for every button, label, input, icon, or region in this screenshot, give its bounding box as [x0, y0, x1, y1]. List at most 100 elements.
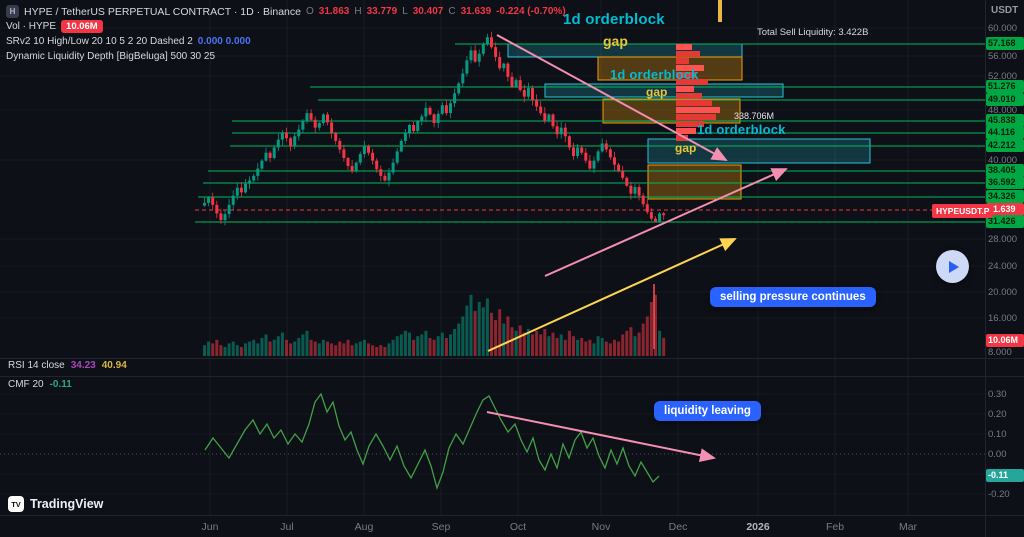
rsi-legend-row[interactable]: RSI 14 close 34.23 40.94: [8, 360, 127, 371]
price-axis-label[interactable]: 0.30: [988, 389, 1007, 400]
volume-bar: [641, 323, 645, 356]
gap-label[interactable]: gap: [675, 141, 697, 155]
cmf-legend-row[interactable]: CMF 20 -0.11: [8, 379, 72, 390]
price-axis-label[interactable]: 16.000: [988, 313, 1018, 324]
time-axis-label[interactable]: Sep: [431, 521, 451, 533]
volume-bar: [350, 345, 354, 356]
candle-body: [391, 162, 395, 173]
volume-bar: [637, 332, 641, 356]
volume-bar: [506, 316, 510, 356]
price-axis-label[interactable]: 52.000: [988, 71, 1018, 82]
time-axis-label[interactable]: Oct: [509, 521, 527, 533]
time-axis-label[interactable]: Jun: [201, 521, 219, 533]
price-axis-label[interactable]: 0.10: [988, 429, 1007, 440]
liquidity-bar: [676, 128, 696, 134]
volume-bar: [276, 336, 280, 356]
price-axis-label[interactable]: -0.20: [988, 489, 1010, 500]
time-axis-label[interactable]: Dec: [668, 521, 688, 533]
time-axis-label[interactable]: Feb: [825, 521, 845, 533]
volume-bar: [252, 339, 256, 356]
trend-arrow[interactable]: [487, 238, 737, 352]
orderblock-zone-3[interactable]: [647, 164, 742, 200]
axis-currency-label[interactable]: USDT: [991, 5, 1019, 16]
price-axis-level-badge[interactable]: -0.11: [986, 469, 1024, 482]
price-axis-label[interactable]: 24.000: [988, 261, 1018, 272]
orderblock-zone-1[interactable]: [597, 56, 743, 81]
price-axis-level-badge[interactable]: 44.116: [986, 126, 1024, 139]
symbol-legend-row[interactable]: H HYPE / TetherUS PERPETUAL CONTRACT · 1…: [6, 4, 566, 19]
price-axis-label[interactable]: 60.000: [988, 23, 1018, 34]
price-axis-level-badge[interactable]: 34.326: [986, 190, 1024, 203]
price-line-ticker-tag[interactable]: HYPEUSDT.P: [932, 204, 994, 218]
gap-label[interactable]: gap: [603, 33, 628, 49]
volume-bar: [432, 339, 436, 356]
time-axis-label[interactable]: Nov: [591, 521, 611, 533]
callout-liquidity-leaving[interactable]: liquidity leaving: [654, 401, 761, 421]
time-axis-label[interactable]: Aug: [354, 521, 374, 533]
ohlc-open-label: O: [305, 6, 314, 17]
volume-bar: [379, 345, 383, 356]
chart-legend: H HYPE / TetherUS PERPETUAL CONTRACT · 1…: [6, 4, 566, 64]
volume-bar: [420, 334, 424, 356]
price-axis-label[interactable]: 0.20: [988, 409, 1007, 420]
gap-label[interactable]: gap: [646, 85, 668, 99]
play-icon: [949, 260, 959, 273]
volume-value-badge: 10.06M: [61, 20, 103, 33]
volume-bar: [358, 341, 362, 356]
dld-legend-row[interactable]: Dynamic Liquidity Depth [BigBeluga] 500 …: [6, 49, 566, 64]
price-axis-level-badge[interactable]: 57.168: [986, 37, 1024, 50]
price-axis-level-badge[interactable]: 51.276: [986, 80, 1024, 93]
price-chart-canvas[interactable]: [0, 0, 985, 515]
price-axis-level-badge[interactable]: 38.405: [986, 164, 1024, 177]
ohlc-change: -0.224 (-0.70%): [496, 6, 566, 17]
volume-bar: [580, 338, 584, 356]
time-axis-label[interactable]: Mar: [898, 521, 918, 533]
price-axis-alert-badge[interactable]: 10.06M: [986, 334, 1024, 347]
price-axis-alert-badge[interactable]: 31.639: [986, 203, 1024, 216]
candle-body: [354, 162, 358, 172]
price-axis-label[interactable]: 0.00: [988, 449, 1007, 460]
volume-bar: [293, 341, 297, 356]
pane-separator[interactable]: [0, 358, 1024, 359]
gap-zone-3[interactable]: [647, 138, 871, 164]
tradingview-logo[interactable]: TV TradingView: [8, 496, 103, 512]
candle-body: [481, 43, 485, 54]
symbol-title[interactable]: HYPE / TetherUS PERPETUAL CONTRACT · 1D …: [24, 5, 301, 18]
time-axis-label[interactable]: Jul: [280, 521, 294, 533]
price-axis-label[interactable]: 48.000: [988, 105, 1018, 116]
price-axis-level-badge[interactable]: 45.838: [986, 114, 1024, 127]
volume-bar: [502, 323, 506, 356]
srv2-legend-row[interactable]: SRv2 10 High/Low 20 10 5 2 20 Dashed 2 0…: [6, 34, 566, 49]
price-axis-label[interactable]: 40.000: [988, 155, 1018, 166]
pane-separator[interactable]: [0, 376, 1024, 377]
price-axis-label[interactable]: 8.000: [988, 347, 1012, 358]
cmf-line: [204, 392, 660, 491]
orderblock-label[interactable]: 1d orderblock: [697, 122, 786, 137]
orderblock-label[interactable]: 1d orderblock: [610, 67, 699, 82]
trend-arrow[interactable]: [544, 168, 788, 277]
candle-body: [289, 138, 293, 147]
time-axis-label[interactable]: 2026: [746, 521, 770, 533]
volume-bar: [203, 345, 206, 356]
ohlc-close-label: C: [448, 6, 456, 17]
volume-bar: [244, 343, 247, 356]
trend-arrow[interactable]: [496, 34, 728, 161]
volume-bar: [428, 338, 432, 356]
candle-body: [436, 113, 440, 124]
play-button[interactable]: [936, 250, 969, 283]
candle-body: [432, 114, 436, 124]
volume-legend-row[interactable]: Vol · HYPE 10.06M: [6, 19, 566, 34]
price-axis-label[interactable]: 28.000: [988, 234, 1018, 245]
price-axis-label[interactable]: 20.000: [988, 287, 1018, 298]
trend-arrow[interactable]: [486, 411, 716, 463]
price-axis-level-badge[interactable]: 49.010: [986, 93, 1024, 106]
candle-body: [572, 147, 575, 157]
liquidity-bar: [676, 121, 704, 127]
callout-selling-pressure[interactable]: selling pressure continues: [710, 287, 876, 307]
volume-bar: [367, 343, 370, 356]
price-axis-level-badge[interactable]: 36.592: [986, 176, 1024, 189]
price-axis-level-badge[interactable]: 42.212: [986, 139, 1024, 152]
price-axis-label[interactable]: 56.000: [988, 51, 1018, 62]
price-axis-level-badge[interactable]: 31.426: [986, 215, 1024, 228]
orderblock-label[interactable]: 1d orderblock: [563, 11, 665, 28]
